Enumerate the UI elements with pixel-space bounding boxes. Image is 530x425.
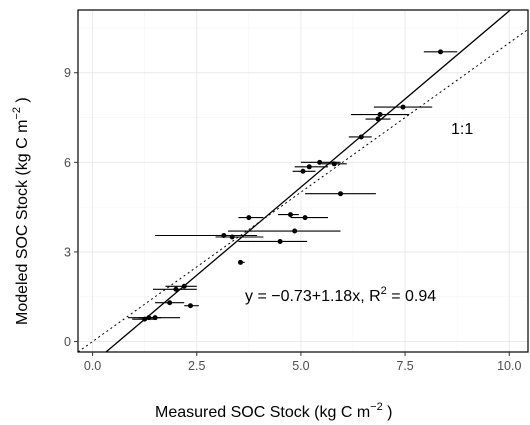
error-bars (128, 51, 458, 320)
data-point (167, 300, 173, 306)
data-point (358, 134, 364, 140)
regression-line (104, 10, 512, 352)
y-tick-label: 9 (64, 66, 71, 80)
data-point (238, 259, 243, 265)
data-point (292, 228, 298, 234)
x-axis-title-end: ) (383, 404, 393, 421)
data-point (246, 215, 252, 221)
data-point (173, 286, 179, 292)
x-tick-label: 2.5 (188, 359, 205, 373)
one-to-one-label: 1:1 (451, 121, 473, 138)
y-tick-label: 0 (64, 335, 71, 349)
data-point (181, 283, 187, 289)
data-point (338, 191, 343, 197)
equation-superscript: 2 (381, 285, 387, 297)
data-point (152, 315, 158, 321)
one-to-one-line (78, 29, 528, 352)
x-tick-label: 7.5 (396, 359, 413, 373)
x-tick-label: 5.0 (292, 359, 309, 373)
x-tick-label: 0.0 (84, 359, 101, 373)
y-axis-title-end: ) (14, 97, 31, 107)
equation-end: = 0.94 (387, 288, 436, 305)
data-point (221, 233, 227, 239)
equation-main: y = −0.73+1.18x, R (245, 288, 381, 305)
data-point (377, 112, 383, 118)
grid (78, 10, 528, 352)
x-axis-title: Measured SOC Stock (kg C m−2 ) (155, 401, 393, 421)
data-point (142, 316, 148, 322)
data-point (188, 303, 193, 309)
x-axis-title-superscript: −2 (370, 401, 383, 413)
data-point (288, 212, 293, 218)
y-axis-title: Modeled SOC Stock (kg C m−2 ) (11, 97, 31, 325)
data-point (306, 164, 312, 170)
data-points (142, 49, 443, 322)
data-point (317, 159, 323, 165)
y-tick-label: 6 (64, 156, 71, 170)
y-axis-title-main: Modeled SOC Stock (kg C m (14, 120, 31, 325)
data-point (400, 104, 406, 110)
y-tick-label: 3 (64, 245, 71, 259)
data-point (146, 315, 152, 321)
y-axis-title-superscript: −2 (11, 107, 23, 120)
plot-frame (77, 9, 529, 353)
data-point (438, 49, 443, 55)
regression-equation: y = −0.73+1.18x, R2 = 0.94 (245, 285, 436, 305)
data-point (302, 215, 308, 221)
x-axis-title-main: Measured SOC Stock (kg C m (155, 404, 370, 421)
reference-lines (78, 10, 528, 352)
data-point (229, 234, 235, 240)
ticks: 0.0 2.5 5.0 7.5 10.0 0 3 6 9 (64, 66, 521, 373)
x-tick-label: 10.0 (497, 359, 521, 373)
data-point (331, 161, 337, 167)
data-point (375, 116, 381, 122)
data-point (300, 168, 306, 174)
data-point (277, 238, 283, 244)
